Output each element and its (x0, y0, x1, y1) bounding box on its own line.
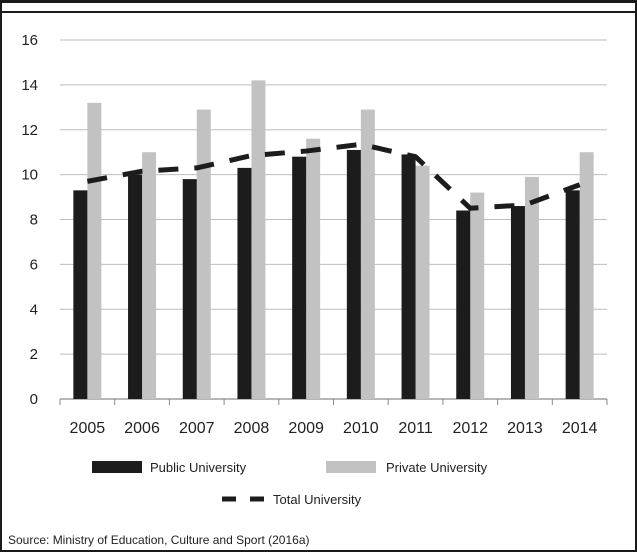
y-tick-label: 4 (30, 301, 38, 318)
x-tick-label: 2006 (124, 420, 160, 437)
x-tick-label: 2005 (70, 420, 106, 437)
y-tick-label: 6 (30, 256, 38, 273)
private-university-bar (306, 138, 321, 399)
x-tick-label: 2011 (398, 420, 433, 437)
y-tick-label: 14 (21, 77, 38, 94)
legend-swatch-private (326, 461, 376, 473)
public-university-bar (510, 206, 525, 399)
private-university-bar (196, 109, 211, 400)
x-tick-label: 2010 (343, 420, 379, 437)
public-university-bar (346, 149, 361, 399)
y-tick-label: 10 (21, 167, 38, 184)
private-university-bar (251, 80, 266, 399)
public-university-bar (456, 210, 471, 399)
x-tick-label: 2008 (234, 420, 270, 437)
legend-label-total: Total University (273, 492, 362, 507)
private-university-bar (87, 102, 102, 399)
y-tick-label: 2 (30, 346, 38, 363)
y-tick-label: 0 (30, 391, 38, 408)
y-tick-label: 8 (30, 212, 38, 229)
x-tick-label: 2009 (288, 420, 324, 437)
public-university-bar (182, 179, 197, 399)
private-university-bar (524, 176, 539, 399)
total-university-line (86, 141, 581, 211)
top-rule (0, 0, 637, 13)
x-tick-label: 2007 (179, 420, 215, 437)
public-university-bar (292, 156, 307, 399)
y-tick-label: 16 (21, 32, 38, 49)
private-university-bar (579, 152, 594, 399)
y-tick-label: 12 (21, 122, 38, 139)
source-note: Source: Ministry of Education, Culture a… (8, 533, 310, 547)
private-university-bar (360, 109, 375, 400)
x-tick-label: 2014 (562, 420, 598, 437)
public-university-bar (73, 190, 88, 399)
public-university-bar (128, 174, 143, 399)
private-university-bar (142, 152, 157, 399)
private-university-bar (415, 165, 430, 399)
x-tick-label: 2012 (452, 420, 488, 437)
public-university-bar (565, 190, 580, 399)
legend-label-private: Private University (386, 460, 488, 475)
legend-label-public: Public University (150, 460, 247, 475)
public-university-bar (401, 154, 416, 399)
private-university-bar (470, 192, 485, 399)
legend-swatch-public (92, 461, 142, 473)
public-university-bar (237, 167, 252, 399)
x-tick-label: 2013 (507, 420, 543, 437)
